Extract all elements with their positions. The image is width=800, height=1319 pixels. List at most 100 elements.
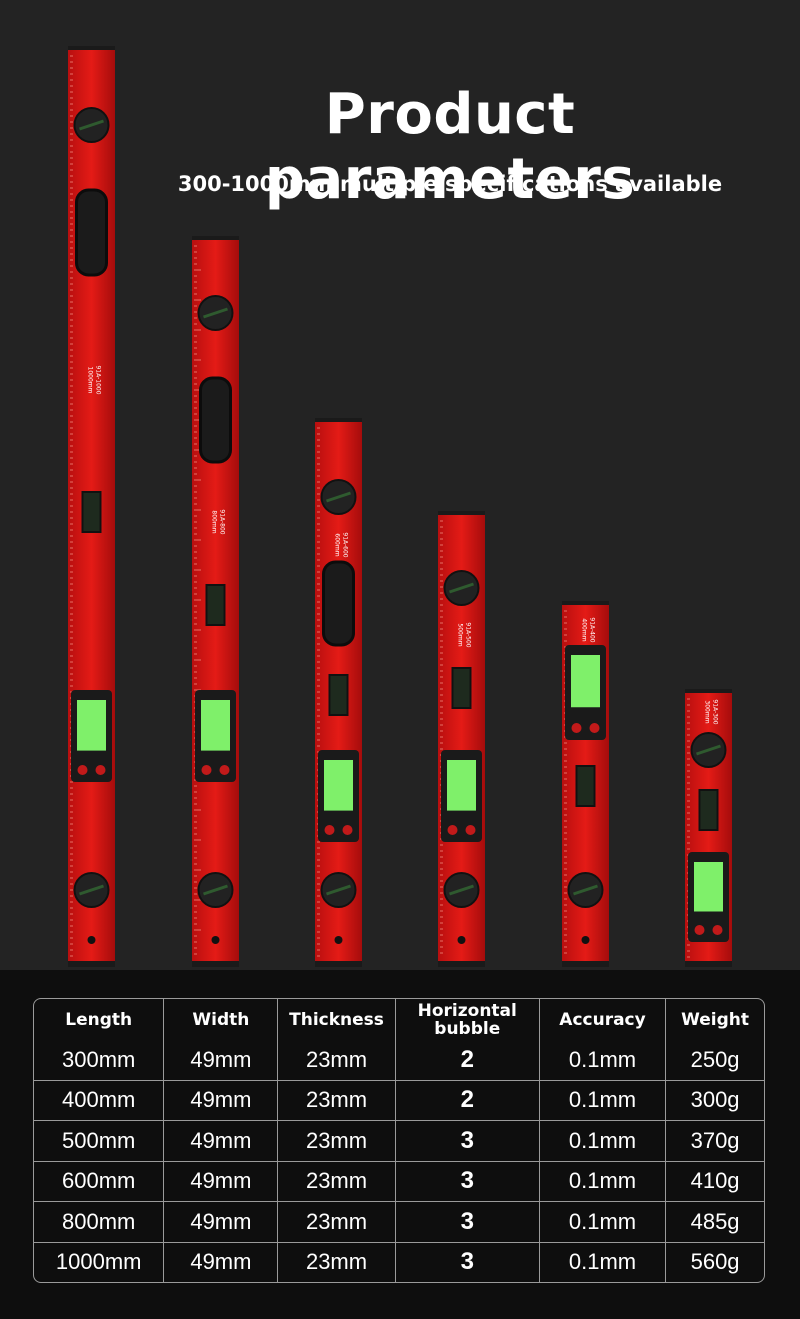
bubble-vial: [698, 789, 719, 831]
table-cell: 410g: [666, 1162, 764, 1202]
display-button: [694, 925, 705, 935]
level-end-cap: [68, 46, 115, 52]
display-screen: [447, 760, 476, 811]
table-cell: 560g: [690, 1249, 740, 1275]
column-header: Horizontal bubble: [396, 999, 540, 1040]
level-model: 91A-1000: [95, 365, 102, 394]
table-cell: 3: [395, 1121, 540, 1162]
display-button: [589, 723, 600, 733]
vial-knob-line: [203, 307, 228, 319]
table-cell: 23mm: [278, 1242, 396, 1282]
table-cell: 49mm: [164, 1121, 279, 1162]
level-end-cap: [685, 961, 732, 967]
spec-table: Length Width Thickness Horizontal bubble Acc…: [33, 998, 765, 1283]
levels-illustration: 1000mm 91A-1000 800mm 91A-800 600mm 91A-600 50…: [68, 46, 732, 967]
display-button: [95, 765, 106, 775]
level: 300mm 91A-300: [685, 689, 732, 967]
table-cell: 49mm: [164, 1242, 279, 1282]
level-model: 91A-600: [342, 532, 349, 557]
level-label: 500mm 91A-500: [457, 622, 472, 647]
bubble-vial: [205, 584, 226, 626]
column-header: Length: [34, 999, 165, 1040]
table-cell: 300mm: [34, 1040, 165, 1081]
level: 600mm 91A-600: [315, 418, 362, 967]
display-button: [342, 825, 353, 835]
hang-hole: [581, 936, 590, 944]
title: Product parameters: [264, 82, 636, 212]
table-row: 300mm 49mm 23mm 2 0.1mm 250g: [34, 1040, 764, 1081]
table-cell: 3: [396, 1242, 540, 1282]
table-cell: 23mm: [278, 1080, 396, 1121]
level-end-cap: [562, 601, 609, 607]
table-row: 1000mm 49mm 23mm 3 0.1mm 560g: [34, 1242, 764, 1282]
table-cell: 49mm: [164, 1202, 279, 1243]
table-cell: 23mm: [278, 1202, 396, 1243]
level: 400mm 91A-400: [562, 601, 609, 967]
table-cell: 400mm: [34, 1080, 165, 1121]
display-button: [201, 765, 212, 775]
level-label: 400mm 91A-400: [581, 617, 596, 642]
level-end-cap: [192, 961, 239, 967]
level-size: 600mm: [334, 533, 341, 556]
hang-hole: [334, 936, 343, 944]
display-screen: [201, 700, 230, 751]
level: 500mm 91A-500: [438, 511, 485, 967]
handle-slot: [75, 188, 108, 277]
level: 800mm 91A-800: [192, 236, 239, 967]
table-cell: 0.1mm: [539, 1202, 667, 1243]
level-size: 1000mm: [87, 367, 94, 394]
level-end-cap: [438, 961, 485, 967]
vial-knob-line: [326, 884, 351, 896]
display-button: [447, 825, 458, 835]
level-label: 300mm 91A-300: [704, 699, 719, 724]
level-end-cap: [438, 511, 485, 517]
level-size: 500mm: [457, 623, 464, 646]
column-header: Thickness: [278, 999, 396, 1040]
table-cell: 23mm: [278, 1121, 396, 1162]
level-end-cap: [192, 236, 239, 242]
display-button: [712, 925, 723, 935]
display-button: [77, 765, 88, 775]
table-cell: 600mm: [34, 1161, 165, 1202]
level-label: 600mm 91A-600: [334, 532, 349, 557]
table-cell: 2: [395, 1080, 540, 1121]
header-row: Length Width Thickness Horizontal bubble Acc…: [34, 999, 764, 1040]
hang-hole: [211, 936, 220, 944]
display-button: [219, 765, 230, 775]
level-end-cap: [315, 961, 362, 967]
table-cell: 49mm: [164, 1080, 279, 1121]
display-screen: [77, 700, 106, 751]
table-cell: 23mm: [278, 1040, 396, 1081]
table-cell: 370g: [666, 1121, 764, 1162]
bubble-vial: [328, 674, 349, 716]
level-end-cap: [562, 961, 609, 967]
table-cell: 250g: [666, 1040, 764, 1081]
display-screen: [324, 760, 353, 811]
vial-knob-line: [449, 582, 474, 594]
vial-knob-line: [449, 884, 474, 896]
table-cell: 0.1mm: [539, 1121, 667, 1162]
handle-slot: [199, 376, 232, 464]
vial-knob-line: [79, 119, 104, 131]
table-cell: 0.1mm: [539, 1161, 667, 1202]
table-row: 600mm 49mm 23mm 3 0.1mm 410g: [34, 1161, 764, 1202]
table-cell: 49mm: [164, 1040, 279, 1081]
table-background: [0, 970, 800, 1319]
table-row: 500mm 49mm 23mm 3 0.1mm 370g: [34, 1121, 764, 1162]
level-size: 300mm: [704, 700, 711, 723]
table-body: 300mm 49mm 23mm 2 0.1mm 250g 400mm 49mm 23mm 2 0.1…: [34, 1040, 764, 1282]
handle-slot: [322, 560, 355, 647]
display-screen: [571, 655, 600, 708]
level-size: 400mm: [581, 618, 588, 641]
table-cell: 0.1mm: [539, 1040, 667, 1081]
table-cell: 500mm: [34, 1121, 165, 1162]
level-model: 91A-500: [465, 622, 472, 647]
table-row: 400mm 49mm 23mm 2 0.1mm 300g: [34, 1080, 764, 1121]
level-end-cap: [68, 961, 115, 967]
level-label: 1000mm 91A-1000: [87, 365, 102, 394]
bubble-vial: [575, 765, 596, 807]
column-header: Accuracy: [540, 999, 667, 1040]
display-button: [324, 825, 335, 835]
table-cell: 3: [395, 1202, 540, 1243]
display-screen: [694, 862, 723, 912]
